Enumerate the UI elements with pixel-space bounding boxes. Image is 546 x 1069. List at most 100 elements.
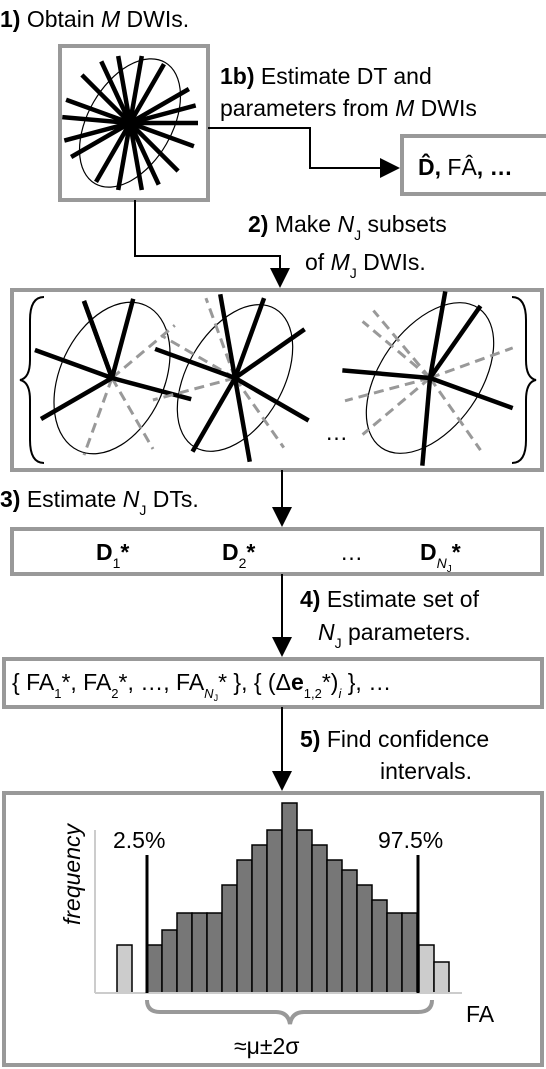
step-3: 3) Estimate NJ DTs.	[0, 486, 199, 518]
step-2-line-2: of MJ DWIs.	[305, 249, 426, 281]
dashed-direction	[363, 321, 430, 378]
direction	[35, 350, 112, 378]
subscript: J	[354, 227, 361, 243]
text: DTs.	[146, 486, 198, 512]
subscript: J	[350, 265, 357, 281]
text: *)	[322, 669, 339, 695]
text: *, …, FA	[119, 669, 205, 695]
histogram-bar	[342, 870, 357, 993]
step-number: 5)	[300, 726, 320, 752]
variable: N	[123, 486, 140, 512]
direction	[342, 370, 430, 378]
histogram-bar	[207, 913, 222, 993]
subscript: 1,2	[304, 686, 322, 701]
histogram-bar	[252, 845, 267, 993]
text: ,	[435, 154, 448, 180]
range-brace	[147, 1000, 432, 1024]
y-label: frequency	[59, 822, 85, 925]
step-1: 1) Obtain M DWIs.	[0, 6, 189, 32]
step-4: 4) Estimate set of	[300, 586, 480, 612]
step-number: 4)	[300, 586, 320, 612]
histogram-bar	[357, 885, 372, 993]
text: Estimate set of	[327, 586, 480, 612]
step-number: 3)	[0, 486, 20, 512]
symbol: *	[120, 539, 129, 565]
direction	[155, 349, 235, 378]
direction	[41, 378, 112, 419]
subscript: 1	[54, 686, 61, 701]
step-5-line-2: intervals.	[380, 758, 472, 784]
text: *, FA	[61, 669, 112, 695]
lower-label: 2.5%	[113, 827, 165, 853]
text: , …	[477, 154, 513, 180]
histogram-bar	[402, 913, 417, 993]
variable: M	[395, 95, 415, 121]
subscript: 1	[113, 555, 121, 571]
step-number: 2)	[248, 211, 268, 237]
text: D̂	[418, 153, 435, 180]
tensor: DNJ*	[420, 539, 461, 575]
tensor: D2*	[222, 539, 255, 571]
variable: M	[331, 249, 351, 275]
direction	[422, 378, 430, 466]
step-5: 5) Find confidence	[300, 726, 489, 752]
histogram-bar	[434, 962, 449, 993]
variable: N	[318, 619, 335, 645]
symbol: D	[222, 539, 239, 565]
direction	[430, 378, 513, 408]
step-number: 1)	[0, 6, 20, 32]
step-4-line-2: NJ parameters.	[318, 619, 471, 651]
variable: N	[337, 211, 354, 237]
text: Estimate	[27, 486, 123, 512]
text: DWIs	[414, 95, 477, 121]
arrow	[208, 128, 396, 168]
parameters: { FA1*, FA2*, …, FANJ* }, { (Δe1,2*)i },…	[12, 669, 391, 703]
text: Obtain	[27, 6, 101, 32]
page: 1) Obtain M DWIs. 1b) Estimate DT and pa…	[0, 0, 546, 1069]
histogram-bar	[162, 930, 177, 993]
histogram-bar	[237, 860, 252, 993]
text: }, …	[341, 669, 391, 695]
histogram-bar	[222, 885, 237, 993]
symbol: *	[452, 539, 461, 565]
histogram-bar	[282, 803, 297, 993]
direction	[84, 301, 112, 378]
histogram-bar	[387, 913, 402, 993]
direction	[220, 294, 235, 378]
ellipsis: …	[325, 419, 348, 445]
histogram-bar	[419, 945, 434, 993]
histogram-bar	[327, 860, 342, 993]
range-label: ≈μ±2σ	[234, 1033, 300, 1059]
brace	[20, 297, 44, 463]
text: parameters.	[342, 619, 471, 645]
subset-glyphs	[31, 280, 520, 477]
step-number: 1b)	[220, 63, 255, 89]
x-label: FA	[466, 1001, 495, 1027]
tensor-glyph	[59, 41, 202, 204]
dashed-direction	[373, 311, 430, 378]
text: DWIs.	[120, 6, 189, 32]
histogram-bar	[372, 900, 387, 993]
text: Find confidence	[327, 726, 489, 752]
box-tensors	[12, 529, 542, 574]
text: parameters from	[220, 95, 395, 121]
variable: M	[101, 6, 121, 32]
subscript: J	[139, 502, 146, 518]
histogram-bar	[147, 945, 162, 993]
step-1b-line-2: parameters from M DWIs	[220, 95, 477, 121]
direction	[235, 378, 309, 421]
text: FÂ	[447, 154, 477, 180]
subscript: J	[335, 635, 342, 651]
ellipsis: …	[340, 539, 363, 565]
text: e	[291, 669, 304, 695]
diagram: 1) Obtain M DWIs. 1b) Estimate DT and pa…	[0, 0, 546, 1069]
histogram-bar	[312, 845, 327, 993]
symbol: D	[96, 539, 113, 565]
histogram-bar	[192, 913, 207, 993]
direction	[235, 378, 250, 462]
subscript: 2	[239, 555, 247, 571]
symbol: D	[420, 539, 437, 565]
histogram-bar	[267, 830, 282, 993]
upper-label: 97.5%	[378, 827, 443, 853]
brace	[512, 297, 536, 463]
